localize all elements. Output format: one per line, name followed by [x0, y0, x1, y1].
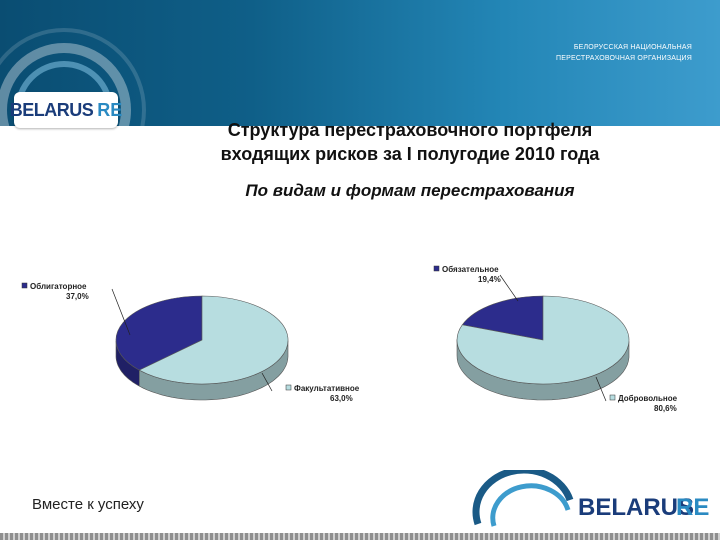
- slice-label-1-2: Факультативное: [294, 384, 360, 393]
- leader-line-1-2: [261, 372, 273, 392]
- legend-swatch-2-1: [433, 265, 440, 272]
- title-line-1: Структура перестраховочного портфеля: [227, 120, 593, 140]
- header-logo: BELARUS RE: [10, 92, 122, 128]
- footer-swirl-icon: [472, 466, 574, 527]
- slide-subtitle: По видам и формам перестрахования: [245, 181, 575, 200]
- org-name-line2: ПЕРЕСТРАХОВОЧНАЯ ОРГАНИЗАЦИЯ: [556, 55, 692, 62]
- org-name-line1: БЕЛОРУССКАЯ НАЦИОНАЛЬНАЯ: [573, 44, 692, 51]
- logo-text-re: RE: [97, 99, 123, 120]
- organization-name: БЕЛОРУССКАЯ НАЦИОНАЛЬНАЯ ПЕРЕСТРАХОВОЧНА…: [432, 42, 692, 64]
- slice-label-1-1: Облигаторное: [30, 282, 87, 291]
- slide-title: Структура перестраховочного портфеля вхо…: [180, 118, 640, 166]
- legend-swatch-2-2: [609, 394, 616, 401]
- title-line-2: входящих рисков за I полугодие 2010 года: [220, 144, 600, 164]
- leader-line-2-1: [499, 274, 519, 302]
- bottom-border: [0, 533, 720, 540]
- pie-slice-1-2: [138, 295, 289, 385]
- legend-swatch-1-1: [21, 282, 28, 289]
- slice-value-1-2: 63,0%: [330, 394, 353, 403]
- pie-slice-2-1: [461, 295, 544, 341]
- logo-text-belarus: BELARUS: [9, 99, 94, 120]
- footer-logo-belarus: BELARUS: [578, 494, 695, 521]
- footer-logo-re: RE: [676, 494, 710, 521]
- slice-label-2-2: Добровольное: [618, 394, 678, 403]
- slice-label-2-1: Обязательное: [442, 265, 499, 274]
- leader-line-2-2: [595, 376, 607, 402]
- footer-logo: BELARUS RE: [470, 466, 720, 535]
- footer-slogan: Вместе к успеху: [32, 496, 144, 513]
- legend-swatch-1-2: [285, 384, 292, 391]
- pie-slice-1-1: [115, 295, 203, 371]
- slice-value-1-1: 37,0%: [66, 292, 89, 301]
- pie-slice-2-2: [456, 295, 630, 385]
- header-banner: БЕЛОРУССКАЯ НАЦИОНАЛЬНАЯ ПЕРЕСТРАХОВОЧНА…: [0, 0, 720, 126]
- leader-line-1-1: [111, 288, 131, 336]
- slice-value-2-1: 19,4%: [478, 275, 501, 284]
- slice-value-2-2: 80,6%: [654, 404, 677, 413]
